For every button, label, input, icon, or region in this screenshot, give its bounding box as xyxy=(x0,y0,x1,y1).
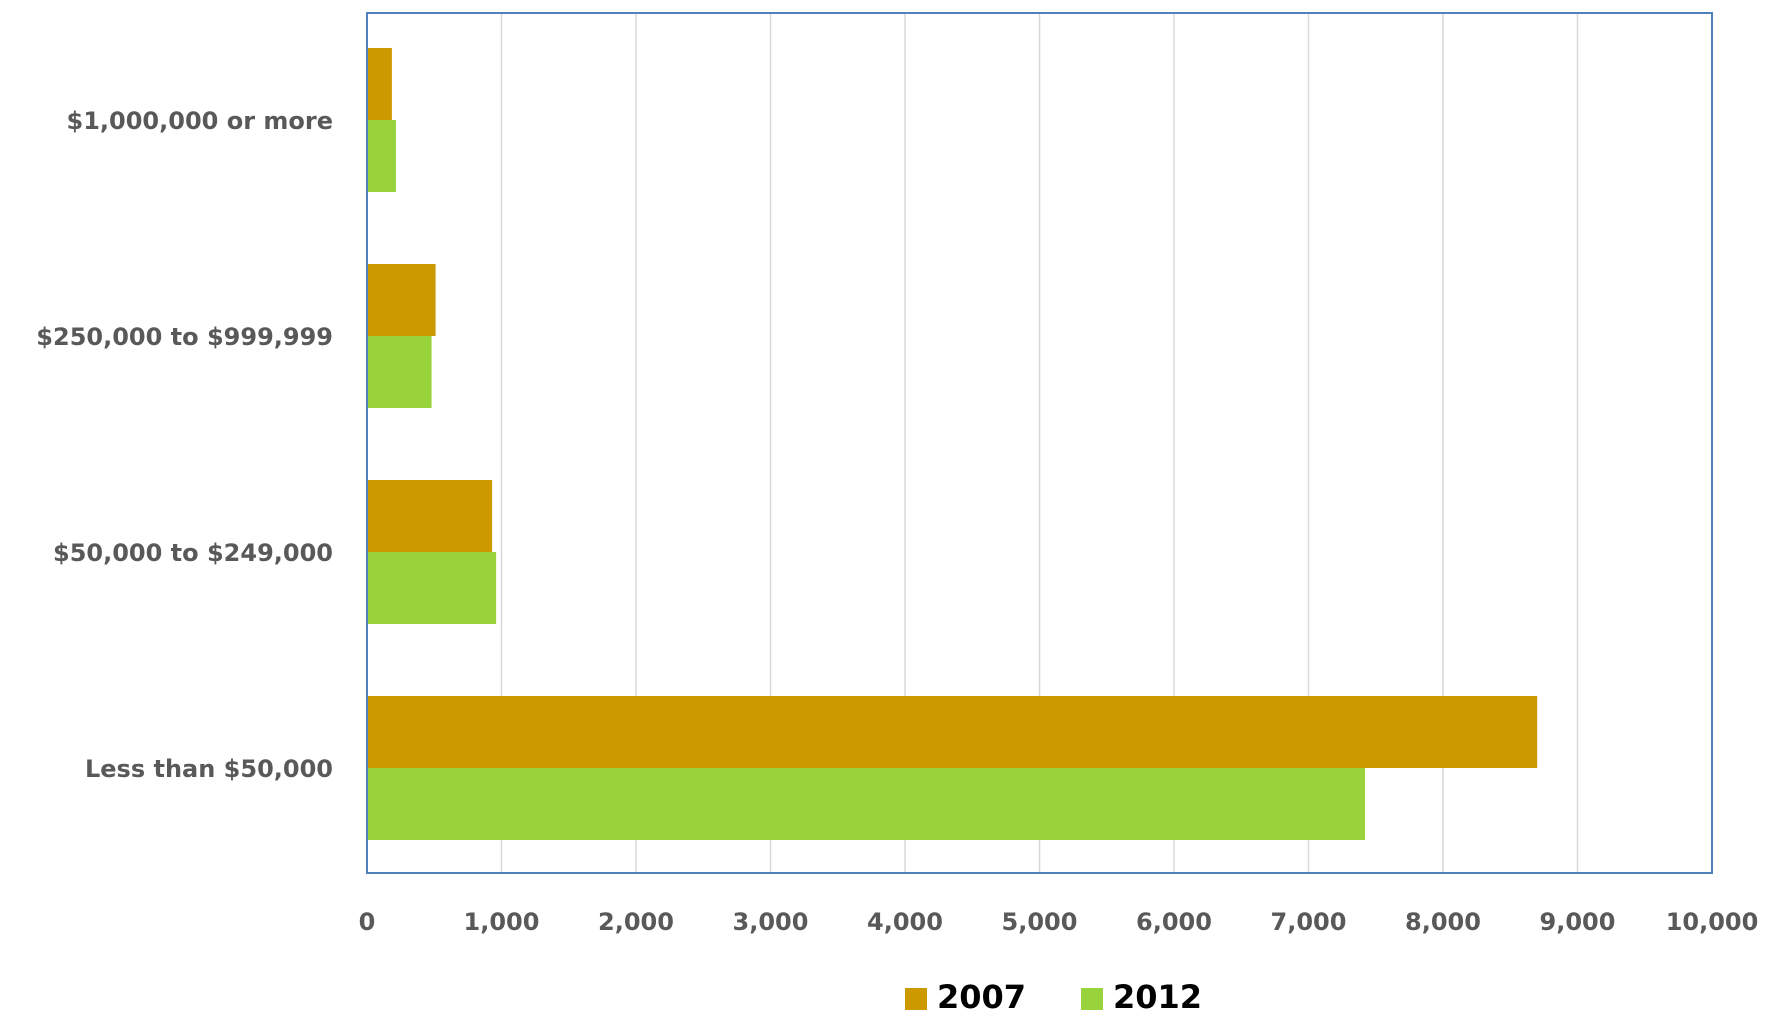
plot-frame xyxy=(366,12,1713,874)
x-tick-label: 3,000 xyxy=(733,908,809,936)
category-label: $50,000 to $249,000 xyxy=(53,539,333,567)
x-tick-label: 0 xyxy=(359,908,376,936)
bar-2012 xyxy=(367,768,1365,840)
bar-2007 xyxy=(367,48,392,120)
grid-layer xyxy=(500,13,1579,873)
legend-label: 2012 xyxy=(1113,978,1202,1011)
x-tick-label: 4,000 xyxy=(867,908,943,936)
legend: 2007 2012 xyxy=(905,978,1202,1011)
x-tick-label: 5,000 xyxy=(1002,908,1078,936)
category-label: $1,000,000 or more xyxy=(67,107,333,135)
x-tick-label: 1,000 xyxy=(464,908,540,936)
bar-layer xyxy=(367,48,1538,840)
bar-2007 xyxy=(367,480,493,552)
bar-2012 xyxy=(367,552,497,624)
bar-2007 xyxy=(367,264,436,336)
legend-swatch-2012 xyxy=(1081,988,1103,1010)
x-tick-label: 9,000 xyxy=(1540,908,1616,936)
x-tick-label: 10,000 xyxy=(1666,908,1759,936)
x-tick-label: 6,000 xyxy=(1136,908,1212,936)
bar-2012 xyxy=(367,336,432,408)
x-tick-label: 2,000 xyxy=(598,908,674,936)
category-label: Less than $50,000 xyxy=(85,755,333,783)
legend-label: 2007 xyxy=(937,978,1026,1011)
category-label: $250,000 to $999,999 xyxy=(36,323,333,351)
plot-area-border xyxy=(366,12,1713,874)
x-tick-label: 8,000 xyxy=(1405,908,1481,936)
x-tick-label: 7,000 xyxy=(1271,908,1347,936)
bar-2012 xyxy=(367,120,396,192)
x-tick-labels: 0 1,000 2,000 3,000 4,000 5,000 6,000 7,000 8,00… xyxy=(359,908,1759,936)
category-labels: Less than $50,000 $50,000 to $249,000 $250… xyxy=(36,107,333,783)
bar-2007 xyxy=(367,696,1538,768)
legend-swatch-2007 xyxy=(905,988,927,1010)
